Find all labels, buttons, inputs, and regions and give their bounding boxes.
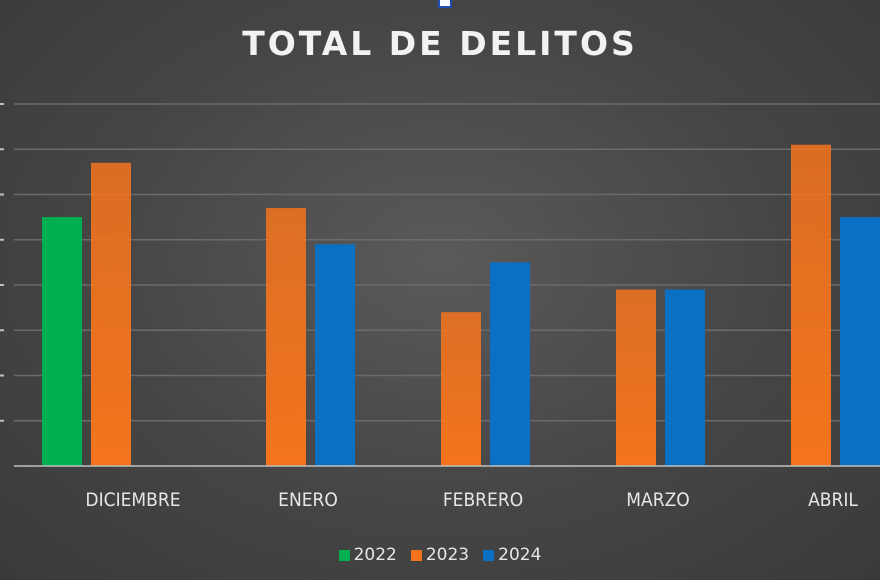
- chart-handle-icon[interactable]: [438, 0, 452, 8]
- chart-title: TOTAL DE DELITOS: [242, 24, 638, 63]
- x-tick-label-febrero: FEBRERO: [443, 489, 523, 511]
- x-tick-label-enero: ENERO: [278, 489, 338, 511]
- legend-label-2024: 2024: [498, 545, 542, 565]
- x-tick-label-abril: ABRIL: [808, 489, 858, 511]
- legend-label-2023: 2023: [425, 545, 470, 565]
- x-tick-label-marzo: MARZO: [626, 489, 689, 511]
- legend-item-2023: 2023: [410, 545, 470, 565]
- x-tick-labels: DICIEMBRE ENERO FEBRERO MARZO ABRIL: [85, 489, 858, 511]
- gridlines: [0, 103, 880, 422]
- bar-abril-2023: [791, 144, 831, 466]
- bar-marzo-2023: [616, 289, 656, 466]
- bar-abril-2024: [840, 217, 880, 466]
- legend-swatch-2022: [338, 549, 350, 561]
- bar-diciembre-2022: [42, 217, 82, 466]
- bar-febrero-2023: [441, 312, 481, 466]
- legend-item-2024: 2024: [483, 545, 541, 565]
- legend-item-2022: 2022: [338, 545, 397, 565]
- legend-swatch-2024: [483, 549, 495, 561]
- bar-enero-2023: [266, 208, 306, 466]
- bar-marzo-2024: [665, 289, 705, 466]
- legend-label-2022: 2022: [353, 545, 397, 565]
- bars: [42, 144, 880, 466]
- bar-enero-2024: [315, 244, 355, 466]
- legend: 2022 2023 2024: [0, 545, 880, 565]
- legend-swatch-2023: [410, 549, 422, 561]
- bar-febrero-2024: [490, 262, 530, 466]
- x-tick-label-diciembre: DICIEMBRE: [85, 489, 180, 511]
- bar-diciembre-2023: [91, 162, 131, 466]
